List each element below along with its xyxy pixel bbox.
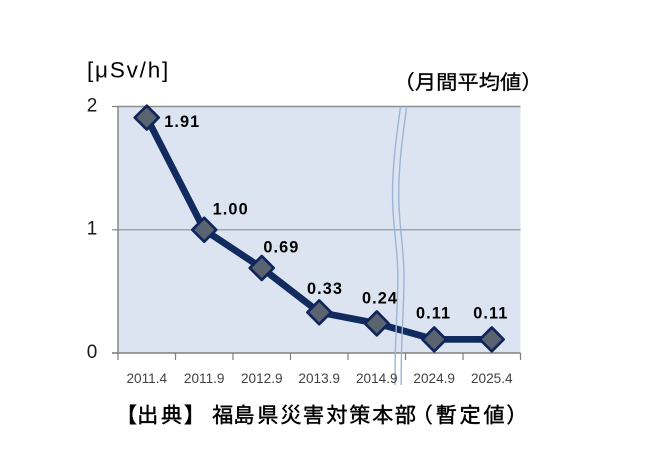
- svg-text:2024.9: 2024.9: [413, 371, 455, 386]
- svg-text:[μSv/h]: [μSv/h]: [87, 58, 170, 83]
- svg-text:2013.9: 2013.9: [298, 371, 340, 386]
- svg-text:2011.9: 2011.9: [184, 371, 225, 386]
- svg-text:1.91: 1.91: [164, 113, 200, 131]
- svg-text:0.11: 0.11: [473, 304, 508, 322]
- svg-text:0.33: 0.33: [307, 280, 343, 298]
- svg-text:2: 2: [87, 95, 98, 116]
- svg-text:0.69: 0.69: [263, 238, 299, 256]
- svg-text:2012.9: 2012.9: [241, 371, 283, 386]
- svg-text:0.24: 0.24: [362, 290, 398, 308]
- svg-text:2014.9: 2014.9: [356, 371, 398, 386]
- svg-text:0.11: 0.11: [416, 304, 451, 322]
- svg-text:1.00: 1.00: [213, 201, 249, 219]
- svg-text:1: 1: [87, 219, 98, 240]
- svg-text:0: 0: [87, 342, 98, 363]
- svg-text:2011.4: 2011.4: [127, 371, 168, 386]
- svg-text:2025.4: 2025.4: [471, 371, 513, 386]
